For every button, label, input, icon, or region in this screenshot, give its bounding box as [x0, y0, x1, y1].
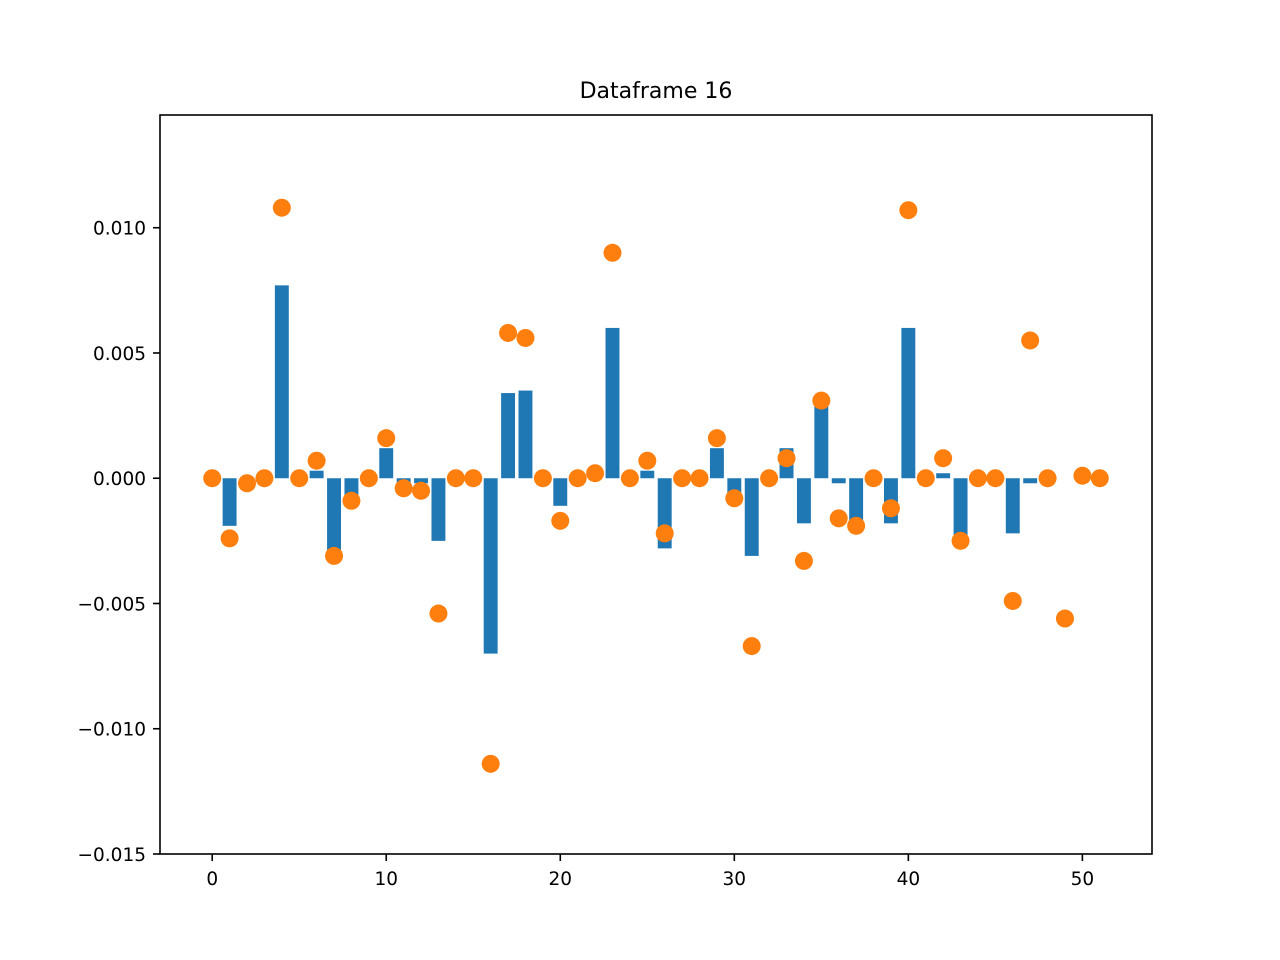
- data-point: [673, 469, 692, 488]
- data-point: [255, 469, 274, 488]
- bar: [1005, 478, 1020, 534]
- data-point: [412, 481, 431, 500]
- data-point: [551, 511, 570, 530]
- data-point: [847, 516, 866, 535]
- chart-title: Dataframe 16: [580, 79, 733, 104]
- y-axis: 0.010 0.005 0.000 −0.005 −0.010 −0.015: [78, 219, 160, 866]
- bar: [640, 470, 655, 479]
- data-point: [342, 491, 361, 510]
- data-point: [1038, 469, 1057, 488]
- x-tick-label: 50: [1071, 869, 1095, 890]
- data-point: [812, 391, 831, 410]
- data-point: [272, 198, 291, 217]
- data-point: [377, 429, 396, 448]
- bar: [274, 285, 289, 479]
- data-point: [742, 637, 761, 656]
- bar: [605, 327, 620, 479]
- bar: [327, 478, 341, 556]
- data-point: [951, 531, 970, 550]
- data-point: [986, 469, 1005, 488]
- data-point: [899, 201, 918, 220]
- bar: [222, 478, 237, 526]
- data-point: [1003, 591, 1022, 610]
- x-tick-label: 0: [206, 869, 218, 890]
- data-point: [290, 469, 309, 488]
- y-tick-label: 0.010: [93, 219, 146, 240]
- data-point: [586, 464, 605, 483]
- data-point: [638, 451, 657, 470]
- data-point: [394, 479, 413, 498]
- data-point: [1021, 331, 1040, 350]
- x-axis: 0 10 20 30 40 50: [206, 854, 1094, 890]
- x-tick-label: 40: [897, 869, 921, 890]
- data-point: [238, 474, 257, 493]
- bar: [744, 478, 759, 556]
- data-point: [307, 451, 326, 470]
- bar: [379, 448, 394, 479]
- y-tick-label: 0.005: [93, 344, 146, 365]
- data-point: [429, 604, 448, 623]
- data-point: [725, 489, 744, 508]
- data-point: [794, 551, 813, 570]
- data-point: [568, 469, 587, 488]
- data-point: [1090, 469, 1109, 488]
- data-point: [829, 509, 848, 528]
- bar: [431, 478, 446, 541]
- y-tick-label: −0.015: [78, 845, 146, 866]
- bar: [814, 403, 829, 479]
- bar: [309, 470, 324, 479]
- data-point: [707, 429, 726, 448]
- bar: [849, 478, 864, 524]
- data-point: [655, 524, 674, 543]
- data-point: [603, 243, 622, 262]
- x-tick-label: 30: [723, 869, 747, 890]
- bar: [901, 327, 916, 479]
- data-point: [968, 469, 987, 488]
- data-point: [881, 499, 900, 518]
- data-point: [499, 323, 518, 342]
- data-point: [464, 469, 483, 488]
- data-point: [203, 469, 222, 488]
- x-tick-label: 10: [374, 869, 398, 890]
- data-point: [690, 469, 709, 488]
- data-point: [1055, 609, 1074, 628]
- data-point: [516, 328, 535, 347]
- data-point: [916, 469, 935, 488]
- bar: [796, 478, 811, 524]
- bar: [727, 478, 742, 494]
- data-point: [1073, 466, 1092, 485]
- data-point: [620, 469, 639, 488]
- y-tick-label: −0.005: [78, 594, 146, 615]
- bar: [1023, 478, 1038, 484]
- data-point: [777, 449, 796, 468]
- bar: [936, 473, 951, 479]
- data-point: [533, 469, 552, 488]
- y-tick-label: −0.010: [78, 720, 146, 741]
- bar: [553, 478, 568, 506]
- data-point: [760, 469, 779, 488]
- bar: [831, 478, 846, 484]
- data-point: [359, 469, 378, 488]
- bar-series: [222, 285, 1038, 654]
- bar: [709, 448, 724, 479]
- plot-frame: [159, 114, 1153, 855]
- bar: [518, 390, 533, 479]
- point-series: [203, 198, 1109, 773]
- x-tick-label: 20: [549, 869, 573, 890]
- data-point: [220, 529, 239, 548]
- data-point: [481, 754, 500, 773]
- bar: [953, 478, 968, 541]
- data-point: [446, 469, 465, 488]
- data-point: [864, 469, 883, 488]
- data-point: [934, 449, 953, 468]
- data-point: [325, 546, 344, 565]
- y-tick-label: 0.000: [93, 469, 146, 490]
- bar: [483, 478, 498, 654]
- bar: [414, 478, 429, 484]
- bar: [501, 393, 516, 479]
